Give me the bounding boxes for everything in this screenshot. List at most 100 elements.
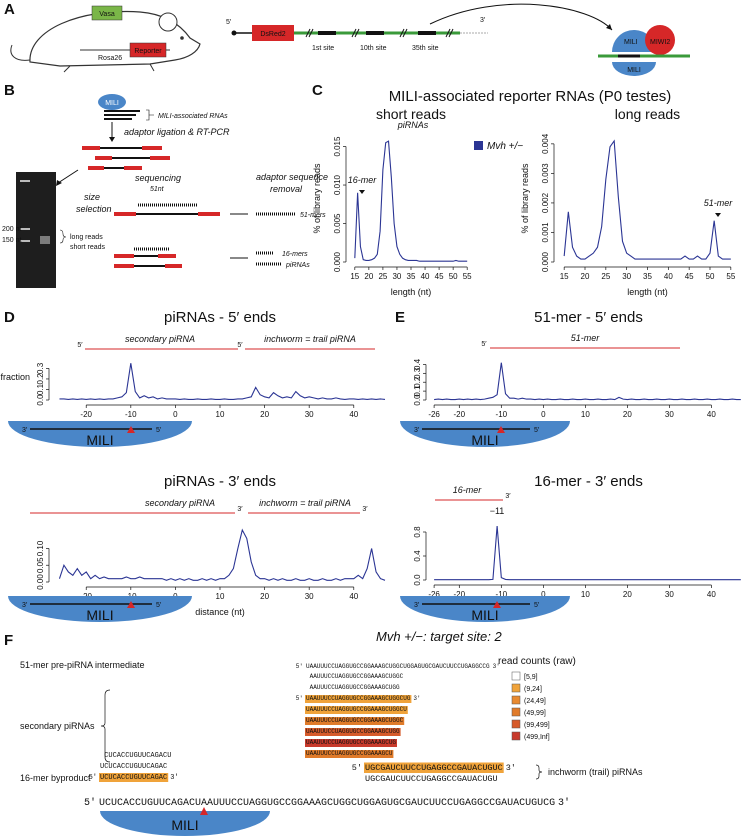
seq-end: 3′ (558, 797, 570, 809)
x-tick-label: 10 (581, 590, 590, 599)
read-highlight (305, 717, 405, 725)
x-tick-label: 45 (685, 272, 694, 281)
label: 3′ (480, 17, 486, 24)
x-tick-label: 30 (665, 590, 674, 599)
y-tick-label: 0.3 (413, 367, 422, 379)
slice-site (497, 426, 505, 433)
label: 51nt (150, 186, 165, 193)
annotation: 16-mer (348, 175, 378, 185)
read-highlight (305, 695, 412, 703)
seq-reads (114, 212, 220, 268)
sequence: CUCACCUGUUCAGACU (104, 752, 171, 760)
y-tick-label: 0.4 (413, 550, 422, 562)
panel-title: Mvh +/−: target site: 2 (376, 629, 502, 644)
sequence: UAAUUUCCUAGGUGCCGGAAAGCUGGC (306, 717, 404, 724)
x-tick-label: 20 (623, 410, 632, 419)
x-tick-label: 0 (541, 410, 546, 419)
x-tick-label: 20 (364, 272, 373, 281)
legend-swatch (511, 731, 521, 741)
annotation-end: 3′ (237, 506, 243, 513)
footprint-end: 5′ (156, 602, 162, 609)
x-tick-label: 30 (622, 272, 631, 281)
footprint-label: MILI (471, 432, 498, 448)
x-tick-label: 40 (707, 590, 716, 599)
read-highlight (305, 750, 394, 758)
x-tick-label: -10 (496, 410, 508, 419)
annotation-end: 3′ (505, 493, 511, 500)
y-axis-label: % of library reads (312, 163, 322, 234)
sequence: UAAUUUCCUAGGUGCCGGAAAGCUG (306, 739, 396, 746)
breaks (305, 28, 454, 38)
x-tick-label: 20 (260, 592, 269, 601)
panel-label: D (4, 309, 15, 326)
y-axis-label: fraction (0, 372, 30, 382)
y-tick-label: 0.4 (413, 358, 422, 370)
label: 51-mers (300, 212, 326, 219)
slice-site (493, 601, 501, 608)
sequence: AAUUUCCUAGGUGCCGGAAAGCUGGC (310, 673, 404, 680)
annotation-marker (715, 213, 721, 217)
sequence: UAAUUUCCUAGGUGCCGGAAAGCUGGCUG (306, 695, 411, 702)
seq-end: 3′ (170, 774, 178, 782)
data-line (563, 139, 731, 260)
label: 150 nt (2, 237, 22, 244)
gel-bands (20, 180, 50, 244)
label: 200 nt (2, 226, 22, 233)
seq-end: 3′ (413, 695, 420, 702)
footprint-label: MILI (86, 432, 113, 448)
x-tick-label: 55 (463, 272, 472, 281)
y-axis-label: % of library reads (520, 163, 530, 234)
y-tick-label: 0.000 (541, 251, 550, 272)
x-tick-label: 35 (407, 272, 416, 281)
label: removal (270, 184, 303, 194)
x-tick-label: 40 (349, 410, 358, 419)
x-axis-label: distance (nt) (195, 607, 245, 617)
y-tick-label: 0.8 (413, 526, 422, 538)
mili-footprint (400, 421, 570, 447)
label: MILI-associated RNAs (158, 113, 228, 120)
legend-label: (9,24] (524, 686, 542, 693)
x-tick-label: 10 (216, 592, 225, 601)
y-tick-label: 0.002 (541, 192, 550, 213)
x-tick-label: 25 (601, 272, 610, 281)
x-tick-label: 0 (173, 410, 178, 419)
panel-label: E (395, 309, 405, 326)
label: 10th site (360, 45, 387, 52)
legend-swatch (511, 683, 521, 693)
annotation: −11 (490, 506, 505, 516)
rna-reads (104, 110, 140, 120)
y-tick-label: 0.3 (36, 362, 45, 374)
seq-end: 5′ (296, 695, 303, 702)
label: Vasa (99, 11, 115, 18)
y-tick-label: 0.0 (413, 394, 422, 406)
read-highlight (364, 762, 504, 773)
chart-title: piRNAs - 5′ ends (164, 309, 276, 326)
annotation-end: 3′ (362, 506, 368, 513)
y-tick-label: 0.015 (333, 136, 342, 157)
mili-footprint (100, 811, 270, 836)
footprint-end: 5′ (534, 427, 540, 434)
panel-label: B (4, 82, 15, 99)
x-tick-label: 35 (643, 272, 652, 281)
brace (535, 764, 543, 780)
x-tick-label: 40 (421, 272, 430, 281)
data-line (434, 525, 741, 581)
footprint-end: 3′ (22, 427, 28, 434)
footprint-end: 3′ (414, 602, 420, 609)
seq-end: 5′ (84, 797, 96, 809)
x-tick-label: 15 (350, 272, 359, 281)
x-tick-label: 20 (623, 590, 632, 599)
mouse (10, 10, 201, 73)
label: Reporter (134, 48, 162, 55)
label: adaptor sequence (256, 172, 328, 182)
annotation: piRNAs (397, 120, 429, 130)
vasa-box (91, 5, 123, 21)
y-tick-label: 0.010 (333, 174, 342, 195)
sequence: UAAUUUCCUAGGUGCCGGAAAGCUGGCUGGAGUGCGAUCU… (306, 663, 490, 670)
mili-shape (98, 94, 126, 110)
x-tick-label: 20 (581, 272, 590, 281)
annotation: secondary piRNA (125, 334, 195, 344)
annotation-end: 5′ (77, 342, 83, 349)
footprint-end: 5′ (534, 602, 540, 609)
